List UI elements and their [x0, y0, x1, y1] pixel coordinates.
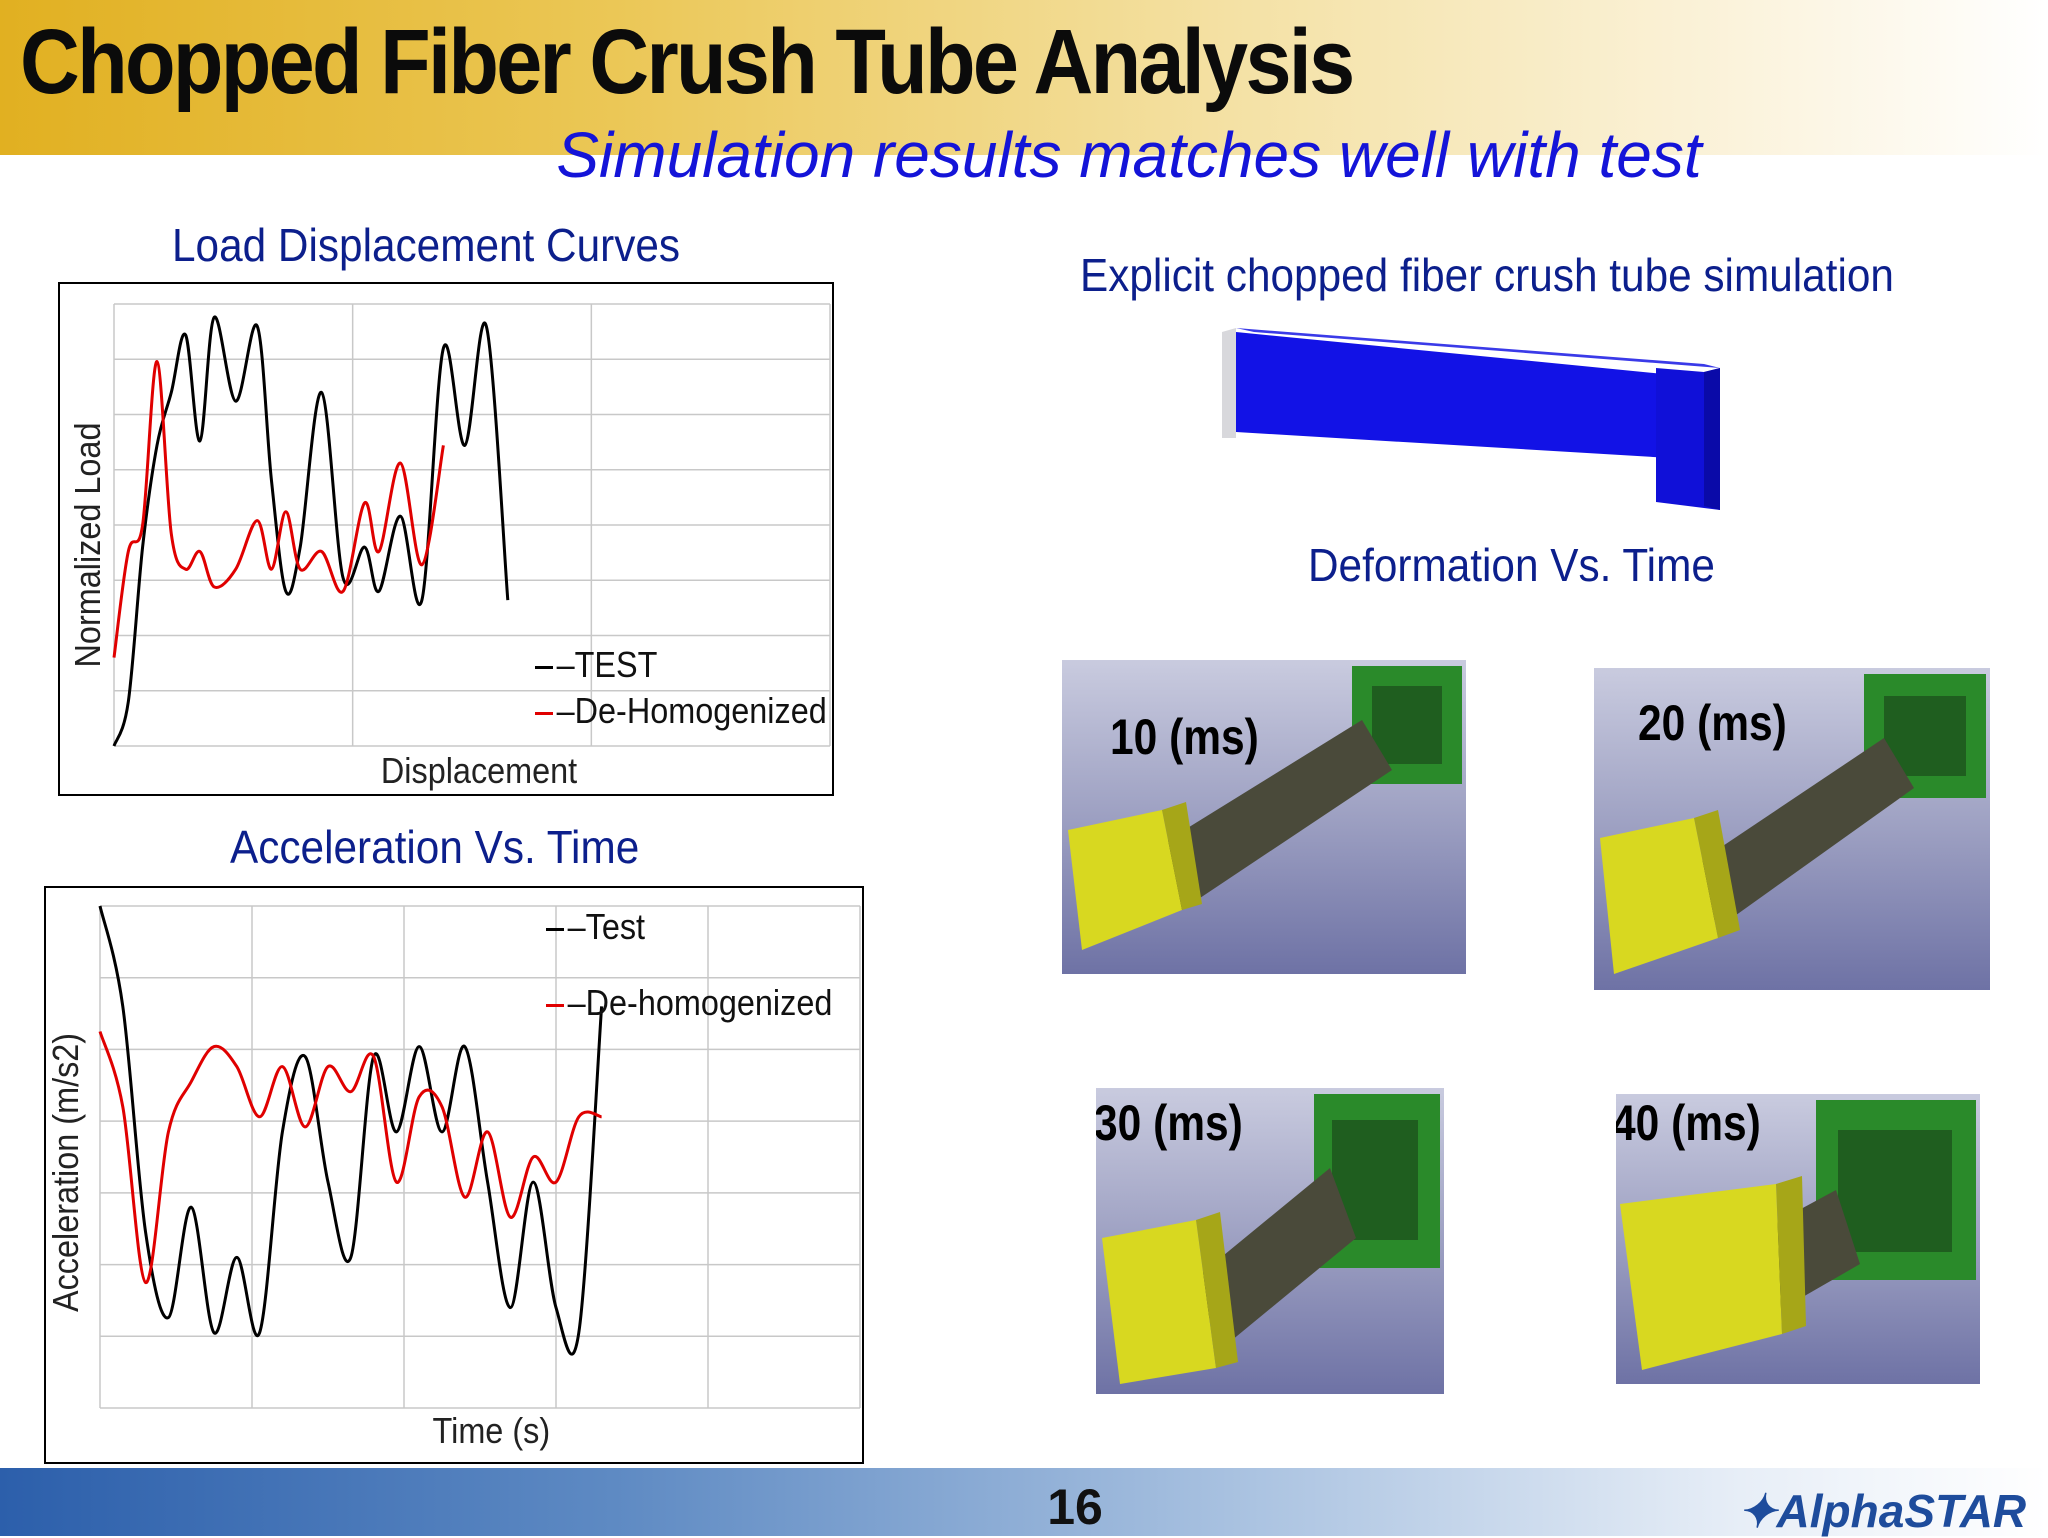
load-chart-ylabel: Normalized Load — [67, 422, 108, 668]
page-number: 16 — [1047, 1479, 1103, 1535]
tube-front-face — [1236, 332, 1704, 460]
slide-title: Chopped Fiber Crush Tube Analysis — [20, 11, 1355, 113]
legend-swatch-icon — [535, 711, 553, 715]
frame-30ms: 30 (ms) — [1096, 1088, 1444, 1394]
load-chart-xlabel: Displacement — [380, 750, 578, 791]
frame-20ms: 20 (ms) — [1594, 668, 1990, 990]
accel-chart-xlabel: Time (s) — [432, 1410, 551, 1451]
crush-scene — [1600, 674, 1986, 974]
load-legend-sim-label: –De-Homogenized — [556, 690, 827, 731]
load-legend-test: –TEST — [535, 644, 657, 686]
tube-top-face — [1236, 328, 1720, 368]
crush-scene — [1620, 1100, 1976, 1370]
crush-scene — [1068, 666, 1462, 950]
crush-scene — [1102, 1094, 1440, 1384]
accel-legend-test-label: –Test — [567, 906, 646, 947]
load-chart-heading: Load Displacement Curves — [172, 219, 681, 271]
series-line-test — [98, 905, 604, 1356]
series-line-test — [112, 315, 510, 747]
accel-legend-test: –Test — [546, 906, 645, 948]
simulation-heading: Explicit chopped fiber crush tube simula… — [1080, 249, 1894, 301]
accel-chart-heading: Acceleration Vs. Time — [230, 821, 640, 873]
legend-swatch-icon — [546, 927, 564, 931]
header-band — [0, 0, 2048, 155]
tube-end-block-side — [1704, 368, 1720, 510]
star-icon: ✦ — [1738, 1485, 1777, 1537]
legend-swatch-icon — [546, 1003, 564, 1007]
footer-band — [0, 1468, 2048, 1536]
accel-chart — [98, 905, 861, 1409]
accel-legend-sim-label: –De-homogenized — [567, 982, 833, 1023]
frame-20ms-label: 20 (ms) — [1638, 695, 1787, 751]
legend-swatch-icon — [535, 665, 553, 669]
accel-legend-sim: –De-homogenized — [546, 982, 832, 1024]
series-line-de-homogenized — [112, 359, 445, 658]
load-legend-sim: –De-Homogenized — [535, 690, 827, 732]
frame-10ms-label: 10 (ms) — [1110, 709, 1259, 765]
frame-10ms: 10 (ms) — [1062, 660, 1466, 974]
slide-subtitle: Simulation results matches well with tes… — [556, 119, 1702, 191]
load-legend-test-label: –TEST — [556, 644, 658, 685]
tube-model — [1222, 328, 1720, 510]
frame-40ms-label: 40 (ms) — [1616, 1095, 1761, 1151]
accel-chart-frame: Acceleration (m/s2) Time (s) –Test –De-h… — [44, 886, 864, 1464]
load-chart-frame: Normalized Load Displacement –TEST –De-H… — [58, 282, 834, 796]
company-logo-text: AlphaSTAR — [1776, 1485, 2027, 1537]
frame-30ms-label: 30 (ms) — [1096, 1095, 1243, 1151]
frame-40ms: 40 (ms) — [1616, 1094, 1980, 1384]
tube-end-plate — [1222, 328, 1236, 438]
deformation-heading: Deformation Vs. Time — [1308, 539, 1715, 591]
company-logo: ✦AlphaSTAR — [1738, 1484, 2026, 1538]
load-chart — [112, 303, 831, 747]
series-line-de-homogenized — [98, 1031, 602, 1285]
accel-chart-ylabel: Acceleration (m/s2) — [45, 1032, 86, 1312]
